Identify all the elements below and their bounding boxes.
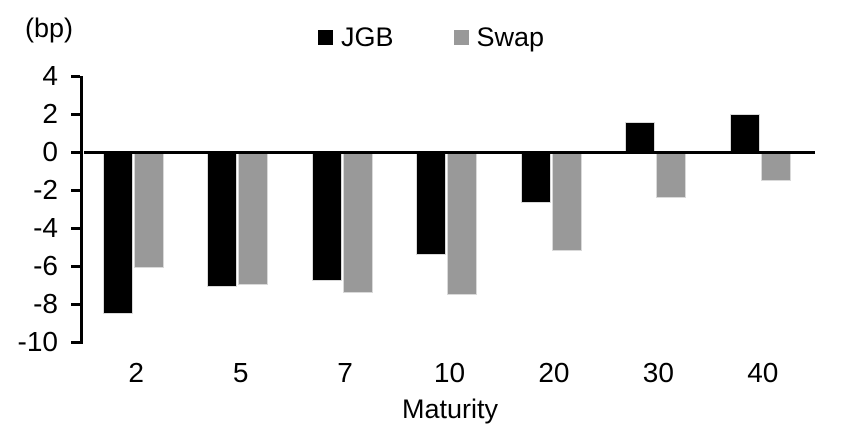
y-axis-tick-label: -4 bbox=[33, 212, 58, 243]
x-axis-zero-line bbox=[84, 150, 815, 154]
y-axis-tick-label: 0 bbox=[42, 136, 58, 167]
x-axis-tick-label: 7 bbox=[337, 357, 353, 388]
bar-swap-30 bbox=[656, 152, 687, 198]
chart-legend: JGB Swap bbox=[318, 24, 544, 51]
x-axis-title: Maturity bbox=[401, 394, 499, 424]
x-axis-tick-label: 40 bbox=[747, 357, 779, 388]
x-axis-tick-label: 20 bbox=[538, 357, 570, 388]
bar-jgb-5 bbox=[207, 152, 238, 287]
y-axis-unit-label: (bp) bbox=[25, 13, 74, 43]
y-axis-tick bbox=[71, 150, 80, 154]
x-axis-tick-label: 10 bbox=[433, 357, 466, 388]
y-axis-tick-label: -2 bbox=[33, 174, 58, 205]
y-axis-tick bbox=[71, 74, 80, 78]
y-axis-tick bbox=[71, 340, 80, 344]
jgb-swatch-icon bbox=[318, 30, 333, 45]
x-axis-tick-label: 2 bbox=[128, 357, 144, 388]
x-axis-tick-label: 5 bbox=[232, 357, 249, 388]
bar-jgb-20 bbox=[520, 152, 551, 204]
bar-swap-7 bbox=[342, 152, 373, 293]
bar-swap-5 bbox=[238, 152, 269, 285]
y-axis-line bbox=[80, 76, 83, 344]
legend-item-swap: Swap bbox=[453, 22, 545, 52]
bar-jgb-2 bbox=[103, 152, 133, 314]
bar-jgb-7 bbox=[311, 152, 342, 282]
bar-swap-40 bbox=[760, 152, 791, 181]
legend-label-jgb: JGB bbox=[341, 22, 394, 52]
bar-jgb-40 bbox=[729, 114, 760, 152]
y-axis-tick-label: -6 bbox=[33, 250, 58, 281]
x-axis-tick-label: 30 bbox=[642, 357, 674, 388]
y-axis-tick-label: -10 bbox=[17, 326, 58, 357]
y-axis-tick bbox=[71, 226, 80, 230]
legend-item-jgb: JGB bbox=[318, 24, 394, 51]
bar-swap-10 bbox=[447, 152, 478, 295]
bar-jgb-10 bbox=[416, 152, 447, 255]
swap-swatch-icon bbox=[453, 30, 469, 45]
y-axis-tick bbox=[71, 112, 80, 116]
y-axis-tick-label: -8 bbox=[33, 288, 58, 319]
y-axis-tick-label: 2 bbox=[42, 98, 58, 129]
y-axis-tick bbox=[71, 188, 80, 192]
bar-swap-2 bbox=[134, 152, 164, 268]
y-axis-tick-label: 4 bbox=[42, 60, 58, 91]
bar-swap-20 bbox=[551, 152, 582, 251]
y-axis-tick bbox=[71, 264, 80, 268]
bar-jgb-30 bbox=[625, 121, 656, 152]
y-axis-tick bbox=[71, 302, 80, 306]
legend-label-swap: Swap bbox=[476, 22, 545, 52]
